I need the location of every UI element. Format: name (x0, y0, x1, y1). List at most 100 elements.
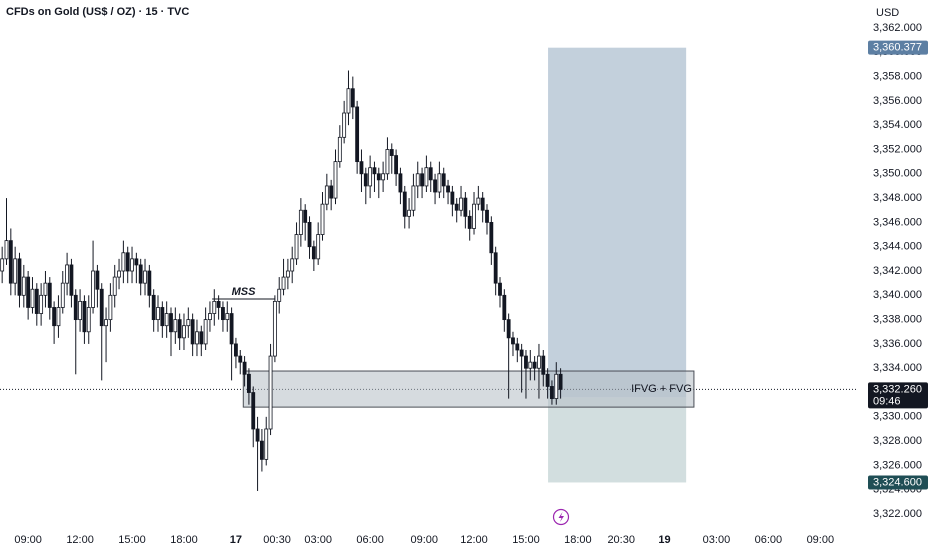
candle-body (363, 173, 368, 187)
candle-body (428, 167, 433, 181)
candle-body (229, 313, 234, 345)
candle-body (156, 307, 160, 321)
x-tick-label: 09:00 (410, 534, 438, 546)
candle-body (558, 373, 563, 390)
event-icon[interactable] (552, 508, 570, 526)
candle-body (394, 155, 399, 175)
candle-body (91, 270, 95, 308)
candle-body (480, 197, 485, 211)
candle-body (8, 240, 13, 284)
candle-body (69, 264, 74, 296)
candle-body (355, 106, 360, 163)
candle-body (234, 343, 238, 357)
x-tick-label: 03:00 (703, 534, 731, 546)
candle-body (489, 221, 494, 254)
y-tick-label: 3,328.000 (873, 435, 922, 447)
candle-body (82, 300, 87, 333)
candle-body (333, 161, 338, 199)
candle-body (528, 361, 533, 369)
candle-body (433, 179, 437, 193)
candle-body (342, 112, 347, 138)
y-tick-label: 3,356.000 (873, 95, 922, 107)
last-price-tag (868, 382, 928, 409)
stop-loss-zone (548, 397, 687, 483)
candle-body (316, 234, 321, 260)
candle-body (95, 270, 100, 290)
candle-body (398, 173, 403, 193)
candle-body (255, 428, 260, 442)
candle-body (177, 319, 182, 339)
candle-body (203, 319, 208, 345)
candle-body (39, 294, 44, 314)
candle-body (216, 300, 221, 308)
x-tick-label: 17 (230, 534, 242, 546)
x-tick-label: 12:00 (66, 534, 94, 546)
candle-body (268, 355, 273, 430)
candle-body (186, 319, 191, 327)
candle-body (389, 149, 394, 156)
candle-body (376, 173, 381, 181)
x-tick-label: 09:00 (807, 534, 835, 546)
candle-body (30, 288, 35, 308)
candle-body (515, 343, 520, 351)
candle-body (372, 167, 377, 175)
mss-label: MSS (232, 286, 257, 298)
candle-body (424, 167, 429, 187)
candle-body (415, 173, 420, 187)
candle-body (251, 392, 256, 430)
y-tick-label: 3,346.000 (873, 216, 922, 228)
candle-body (324, 185, 329, 205)
y-tick-label: 3,334.000 (873, 362, 922, 374)
candle-body (485, 209, 489, 223)
candle-body (52, 307, 57, 327)
candle-body (221, 307, 225, 321)
y-tick-label: 3,336.000 (873, 338, 922, 350)
candle-body (437, 173, 442, 193)
x-tick-label: 00:30 (263, 534, 291, 546)
event-bolt (558, 512, 564, 522)
fvg-label: IFVG + FVG (631, 383, 692, 395)
candle-body (121, 252, 126, 272)
candle-body (537, 355, 541, 369)
candle-body (272, 300, 277, 357)
candle-body (112, 276, 117, 296)
candle-body (104, 319, 108, 327)
currency-label: USD (876, 7, 899, 19)
candle-body (86, 307, 91, 333)
candle-body (450, 191, 455, 205)
y-tick-label: 3,326.000 (873, 459, 922, 471)
candle-body (212, 300, 217, 314)
candle-body (199, 331, 204, 345)
x-tick-label: 09:00 (14, 534, 42, 546)
x-tick-label: 18:00 (170, 534, 198, 546)
candle-body (138, 264, 143, 284)
y-tick-label: 3,358.000 (873, 70, 922, 82)
candle-body (463, 197, 468, 217)
candle-body (26, 276, 31, 308)
candle-body (60, 282, 65, 308)
candle-body (493, 252, 498, 284)
candle-body (208, 313, 212, 321)
take-profit-zone (548, 47, 687, 398)
stop-loss-tag (868, 475, 928, 490)
y-tick-label: 3,352.000 (873, 143, 922, 155)
y-tick-label: 3,344.000 (873, 241, 922, 253)
candle-body (467, 215, 472, 229)
candle-body (303, 209, 308, 223)
candle-body (459, 197, 463, 211)
x-tick-label: 12:00 (460, 534, 488, 546)
x-tick-label: 15:00 (118, 534, 146, 546)
take-profit-tag (868, 40, 928, 55)
y-tick-label: 3,338.000 (873, 314, 922, 326)
candle-body (541, 355, 546, 375)
candle-body (195, 331, 199, 345)
y-tick-label: 3,330.000 (873, 411, 922, 423)
candle-body (476, 197, 481, 205)
candle-body (506, 319, 511, 339)
candle-body (411, 185, 416, 211)
candle-body (446, 185, 450, 193)
candle-body (407, 209, 412, 217)
candle-body (238, 355, 243, 363)
x-tick-label: 19 (658, 534, 670, 546)
candle-body (294, 234, 299, 260)
